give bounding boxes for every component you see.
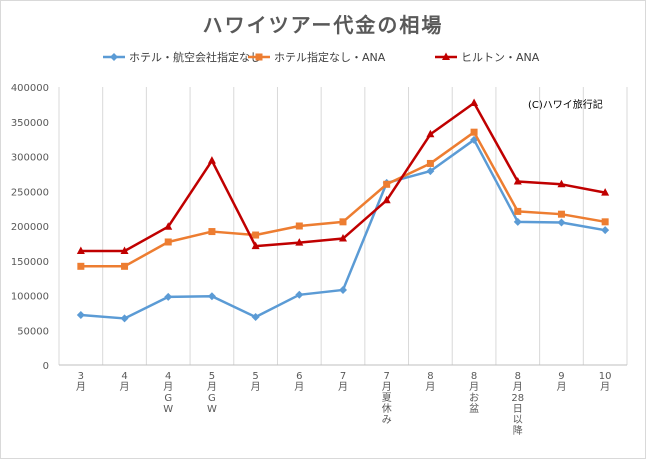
data-point (601, 188, 610, 196)
y-tick-label: 0 (43, 361, 49, 372)
data-point (295, 222, 303, 230)
y-tick-label: 150000 (11, 257, 49, 268)
data-point (339, 234, 347, 242)
data-point (513, 217, 522, 226)
data-point (470, 98, 479, 106)
data-point (164, 222, 173, 230)
y-tick-label: 350000 (11, 118, 49, 129)
legend-marker (110, 53, 118, 61)
legend: ホテル・航空会社指定なし ホテル指定なし・ANA ヒルトン・ANA (103, 50, 540, 64)
y-tick-label: 300000 (11, 153, 49, 164)
y-tick-label: 50000 (17, 326, 49, 337)
y-tick-label: 250000 (11, 187, 49, 198)
legend-marker (442, 52, 450, 60)
legend-label: ヒルトン・ANA (461, 51, 540, 64)
data-point (382, 195, 391, 204)
data-point (120, 314, 129, 323)
data-point (252, 231, 260, 239)
data-point (514, 207, 522, 215)
x-tick-label: 7 月夏休み (382, 371, 392, 426)
data-point (251, 313, 260, 322)
series-layer (76, 98, 610, 323)
legend-item-2: ホテル指定なし・ANA (248, 50, 386, 64)
data-point (557, 210, 565, 218)
data-point (207, 156, 216, 164)
x-tick-label: 8 月 28 日以降 (511, 371, 524, 437)
y-tick-label: 100000 (11, 292, 49, 303)
data-point (120, 246, 129, 255)
x-tick-label: 8 月お盆 (469, 371, 479, 415)
legend-marker (255, 53, 263, 61)
data-point (513, 177, 522, 185)
data-point (77, 262, 85, 270)
data-point (207, 292, 216, 301)
series-line (80, 101, 606, 253)
data-point (339, 285, 347, 294)
data-point (208, 228, 216, 236)
y-tick-label: 400000 (11, 83, 49, 94)
data-point (470, 128, 478, 136)
series-2 (77, 128, 609, 270)
gridlines (58, 87, 628, 365)
data-point (295, 238, 304, 246)
series-3 (76, 98, 610, 255)
data-point (164, 238, 172, 246)
data-point (601, 226, 610, 235)
data-point (426, 159, 434, 167)
data-point (557, 218, 566, 227)
data-point (164, 292, 173, 301)
legend-label: ホテル指定なし・ANA (274, 50, 386, 64)
legend-item-3: ヒルトン・ANA (435, 51, 540, 64)
data-point (383, 180, 391, 188)
chart-title: ハワイツアー代金の相場 (203, 13, 444, 37)
legend-item-1: ホテル・航空会社指定なし (103, 50, 261, 64)
data-point (76, 246, 85, 255)
axes: 0 50000 100000 150000 200000 250000 300000 3500… (11, 83, 627, 437)
data-point (121, 262, 129, 270)
data-point (426, 129, 435, 138)
data-point (295, 290, 304, 299)
data-point (557, 179, 566, 188)
x-tick-label: 10 月 (599, 371, 612, 393)
data-point (426, 167, 435, 176)
data-point (251, 241, 260, 250)
data-point (339, 218, 347, 226)
series-line (80, 130, 606, 268)
series-1 (76, 135, 610, 323)
data-point (601, 218, 609, 226)
legend-label: ホテル・航空会社指定なし (129, 50, 261, 64)
copyright-annotation: (C)ハワイ旅行記 (528, 98, 603, 111)
y-tick-label: 200000 (11, 222, 49, 233)
data-point (76, 310, 85, 319)
